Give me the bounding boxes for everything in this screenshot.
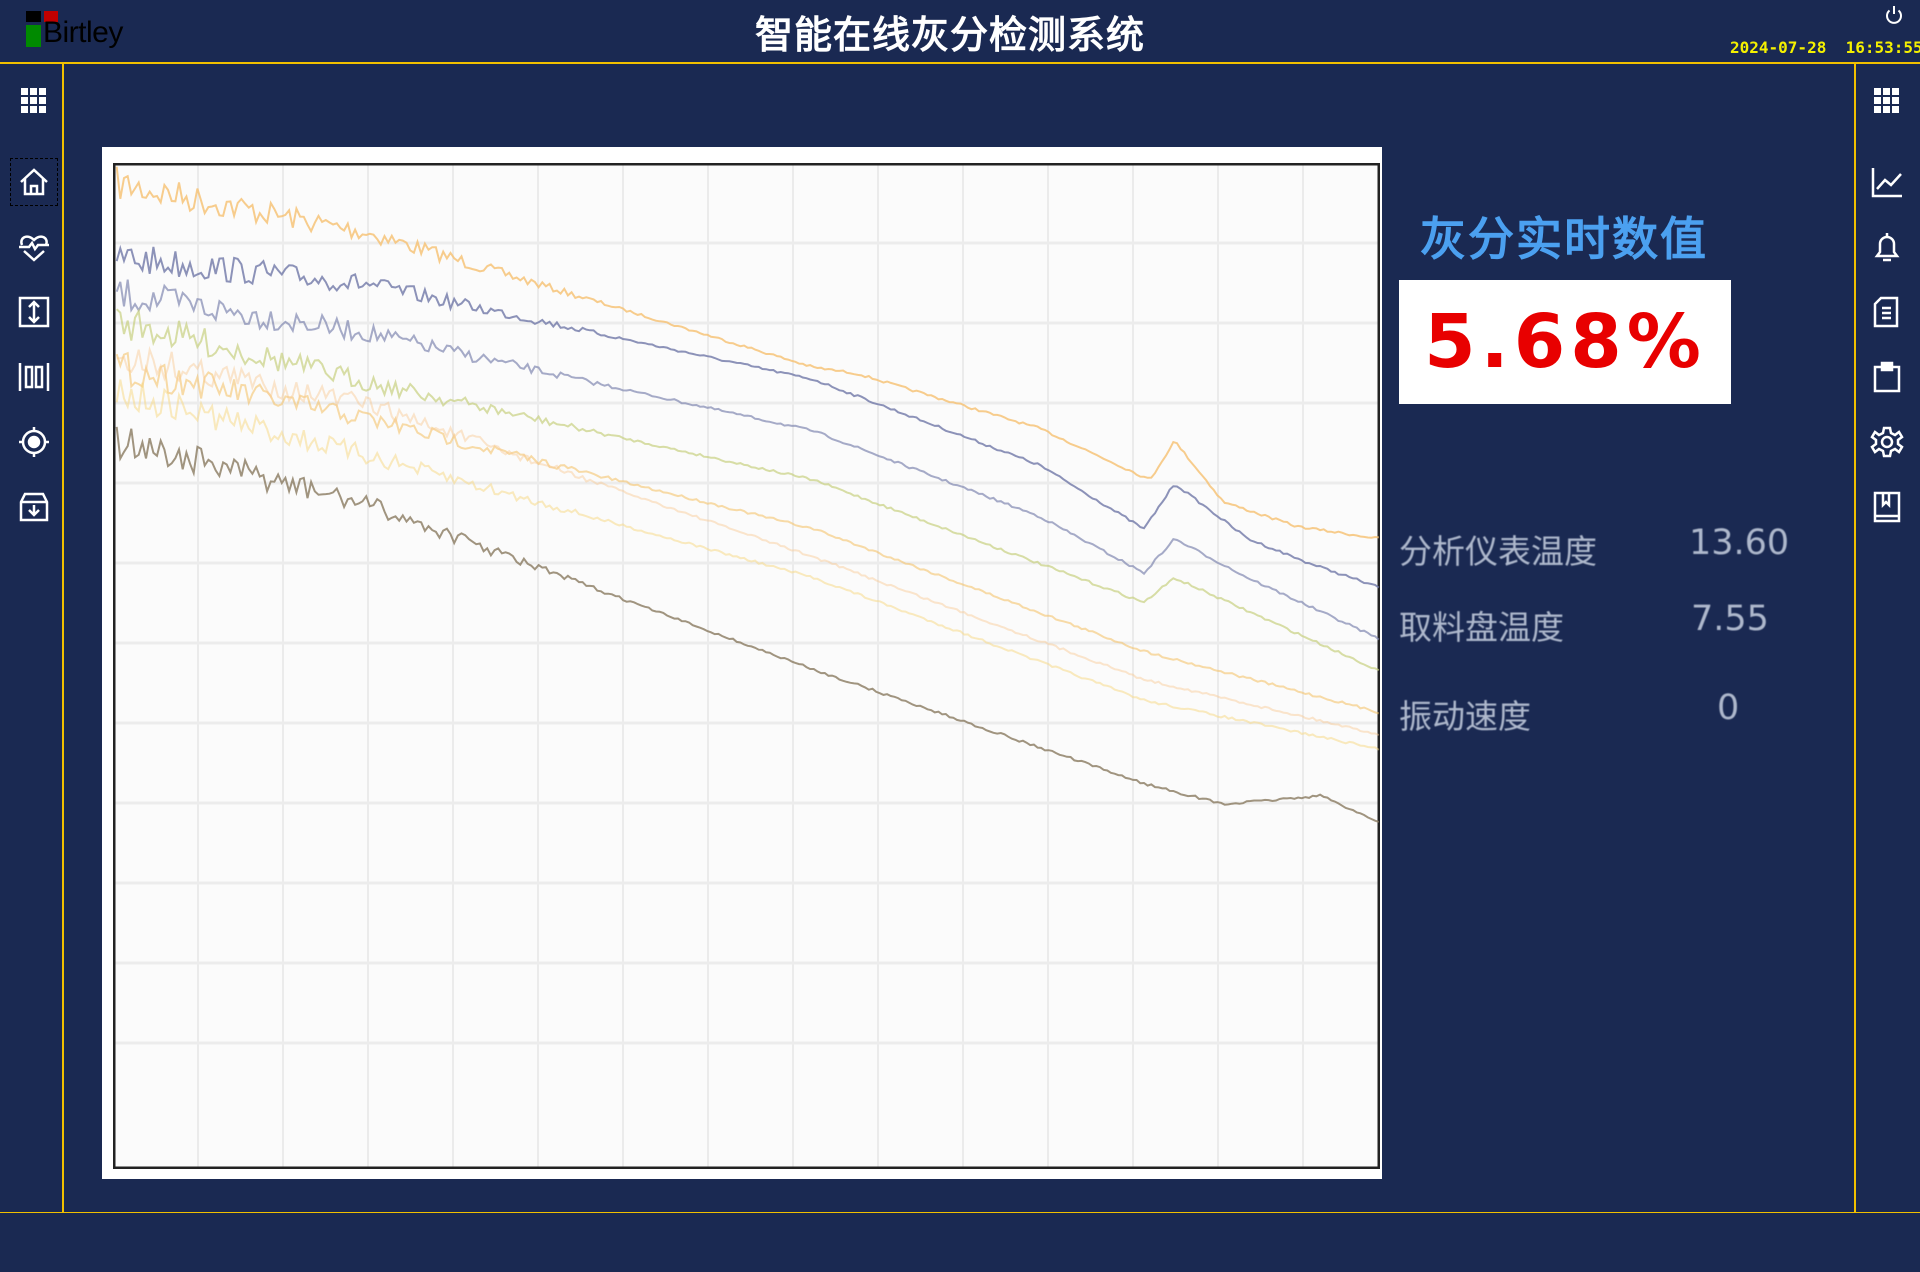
ash-value-box: 5.68%: [1399, 280, 1731, 404]
right-sidebar: [1854, 64, 1920, 1212]
footer-divider: [0, 1212, 1920, 1213]
reading-label-analyzer-temp: 分析仪表温度: [1399, 532, 1597, 571]
clipboard-icon[interactable]: [1870, 360, 1904, 394]
barcode-icon[interactable]: [17, 360, 51, 394]
header-bar: Birtley 智能在线灰分检测系统 2024-07-28 16:53:55: [0, 0, 1920, 64]
bell-icon[interactable]: [1870, 230, 1904, 264]
reading-value-analyzer-temp: 13.60: [1689, 523, 1790, 563]
reading-value-tray-temp: 7.55: [1691, 599, 1769, 639]
plot-background: [113, 163, 1380, 1169]
left-sidebar: [0, 64, 64, 1212]
spectrum-plot: [113, 163, 1380, 1169]
date-text: 2024-07-28: [1730, 38, 1827, 57]
gear-icon[interactable]: [1870, 425, 1904, 459]
home-icon[interactable]: [10, 158, 58, 206]
document-icon[interactable]: [1870, 295, 1904, 329]
spectrum-line: [116, 308, 1380, 671]
spectrum-line: [115, 166, 1379, 539]
spectrum-line: [115, 244, 1380, 589]
plot-frame: [113, 163, 1380, 1169]
line-chart-icon[interactable]: [1870, 165, 1904, 199]
reading-label-vibration: 振动速度: [1399, 697, 1531, 736]
grid-menu-icon[interactable]: [1870, 84, 1904, 118]
archive-download-icon[interactable]: [17, 490, 51, 524]
spectrum-line: [116, 345, 1380, 737]
ash-value: 5.68%: [1424, 299, 1706, 385]
spectrum-line: [115, 351, 1380, 715]
spectrum-line: [115, 279, 1380, 641]
spectrum-chart-panel: [102, 147, 1382, 1179]
realtime-ash-title: 灰分实时数值: [1420, 212, 1708, 266]
target-icon[interactable]: [17, 425, 51, 459]
birtley-logo: Birtley: [26, 10, 156, 54]
reading-label-tray-temp: 取料盘温度: [1399, 608, 1564, 647]
logo-text: Birtley: [43, 16, 123, 49]
app-title: 智能在线灰分检测系统: [754, 13, 1145, 57]
datetime-display: 2024-07-28 16:53:55: [1730, 38, 1920, 57]
time-text: 16:53:55: [1845, 38, 1920, 57]
vertical-arrows-icon[interactable]: [17, 295, 51, 329]
grid-menu-icon[interactable]: [17, 84, 51, 118]
spectrum-line: [115, 379, 1380, 751]
reading-value-vibration: 0: [1717, 688, 1740, 728]
heart-pulse-icon[interactable]: [17, 230, 51, 264]
book-icon[interactable]: [1870, 490, 1904, 524]
power-icon[interactable]: [1884, 4, 1904, 26]
spectrum-line: [115, 426, 1380, 823]
